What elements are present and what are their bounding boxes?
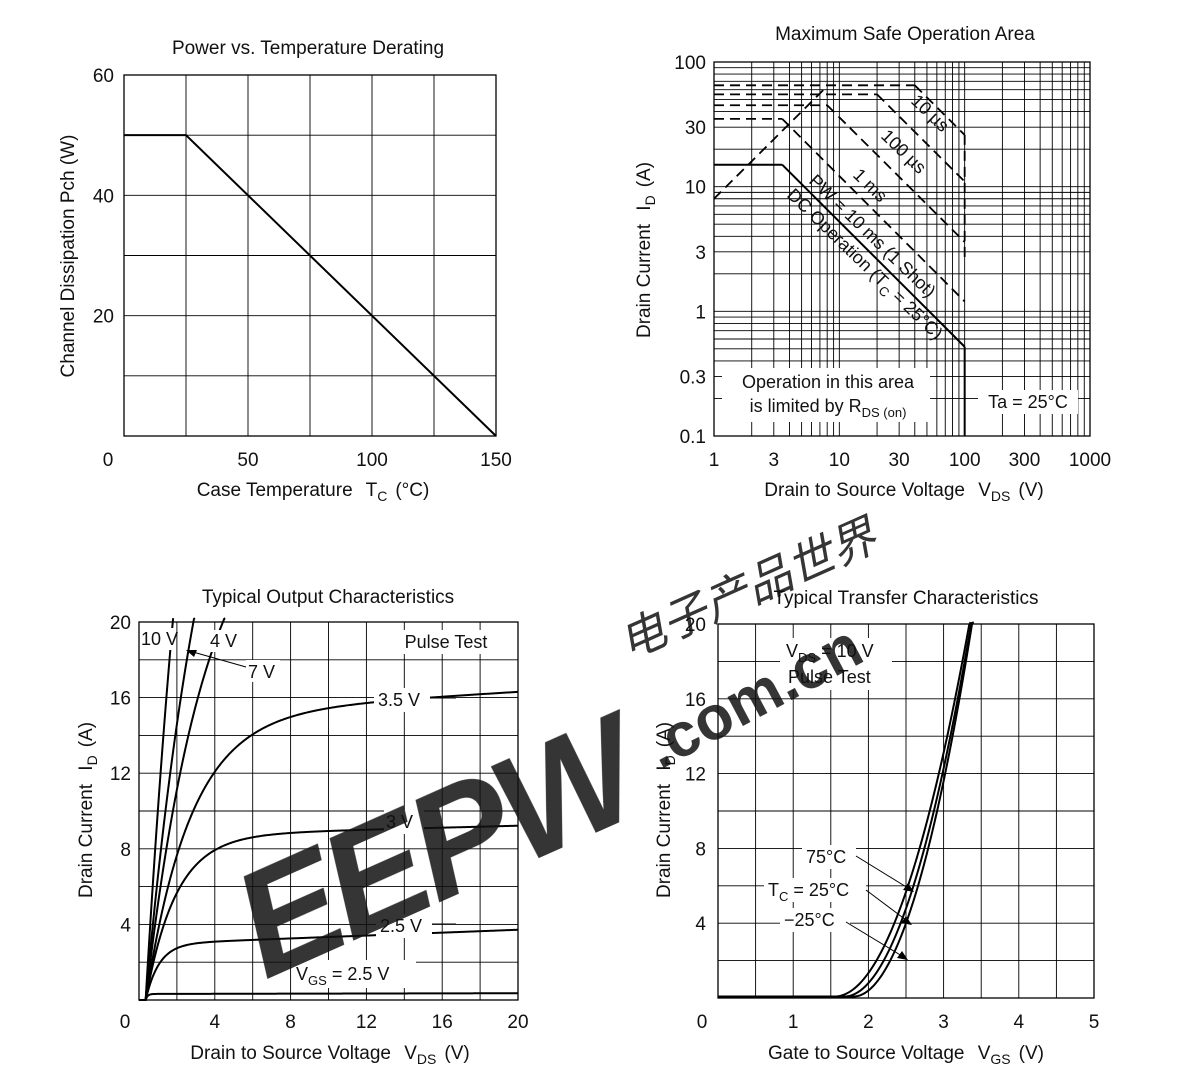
output-curve — [139, 690, 519, 1001]
transfer-ytick: 8 — [695, 839, 706, 860]
transfer-xlabel: Gate to Source Voltage VGS (V) — [768, 1043, 1044, 1067]
derating-xtick: 50 — [237, 450, 258, 471]
soa-title: Maximum Safe Operation Area — [775, 24, 1035, 45]
output-curve — [139, 992, 519, 1001]
output-xlabel: Drain to Source Voltage VDS (V) — [190, 1043, 469, 1067]
transfer-xtick: 3 — [938, 1012, 949, 1033]
output-series-label-3: 3.5 V — [378, 690, 420, 710]
output-vgs-label: VGS = 2.5 V — [296, 964, 389, 988]
soa-ylabel: Drain Current ID(A) — [634, 162, 658, 338]
transfer-vds-cond: VDS = 10 V — [786, 641, 874, 665]
soa-xtick: 300 — [1009, 450, 1041, 471]
output-ytick: 12 — [110, 764, 131, 785]
transfer-title: Typical Transfer Characteristics — [773, 588, 1038, 609]
soa-ta-note: Ta = 25°C — [988, 392, 1068, 412]
transfer-xtick: 0 — [697, 1012, 708, 1033]
transfer-ytick: 12 — [685, 765, 706, 786]
transfer-xtick: 5 — [1089, 1012, 1100, 1033]
soa-boundary-line — [781, 118, 966, 303]
soa-xtick: 100 — [949, 450, 981, 471]
derating-ylabel: Channel Dissipation Pch (W) — [58, 135, 79, 378]
soa-xtick: 3 — [769, 450, 780, 471]
output-ytick: 20 — [110, 613, 131, 634]
output-xtick: 4 — [210, 1012, 221, 1033]
transfer-ytick: 20 — [685, 615, 706, 636]
output-curve — [139, 824, 519, 1001]
transfer-curve — [718, 621, 975, 998]
derating-title: Power vs. Temperature Derating — [172, 38, 444, 59]
output-title: Typical Output Characteristics — [202, 587, 454, 608]
output-pulse-test: Pulse Test — [405, 632, 488, 652]
soa-rds-note-line1: Operation in this area — [742, 372, 915, 392]
output-xtick: 20 — [507, 1012, 528, 1033]
transfer-ylabel: Drain Current ID(A) — [654, 722, 678, 898]
derating-xtick: 150 — [480, 450, 512, 471]
soa-ytick: 0.3 — [680, 368, 706, 389]
output-series-label-1: 7 V — [248, 662, 275, 682]
soa-ytick: 0.1 — [680, 427, 706, 448]
transfer-series-label-0: 75°C — [806, 847, 846, 867]
derating-xlabel: Case Temperature TC (°C) — [197, 480, 430, 504]
soa-xtick: 1 — [709, 450, 720, 471]
output-series-label-0: 10 V — [141, 629, 178, 649]
derating-xtick: 100 — [356, 450, 388, 471]
output-xtick: 16 — [432, 1012, 453, 1033]
output-ytick: 16 — [110, 689, 131, 710]
output-ylabel: Drain Current ID(A) — [76, 722, 100, 898]
soa-boundary-line — [713, 85, 828, 200]
soa-xtick: 30 — [889, 450, 910, 471]
soa-ytick: 10 — [685, 178, 706, 199]
soa-ytick: 1 — [695, 302, 706, 323]
soa-xtick: 1000 — [1069, 450, 1111, 471]
transfer-ytick: 4 — [695, 914, 706, 935]
soa-rds-note-line2: is limited by RDS (on) — [750, 396, 907, 420]
output-xtick: 12 — [356, 1012, 377, 1033]
output-series-label-2: 4 V — [210, 631, 237, 651]
output-chart: Typical Output Characteristics 0 4 8 12 16 20… — [76, 587, 529, 1067]
transfer-xtick: 1 — [788, 1012, 799, 1033]
soa-xlabel: Drain to Source Voltage VDS (V) — [764, 480, 1043, 504]
output-xtick: 8 — [285, 1012, 296, 1033]
soa-ytick: 3 — [695, 243, 706, 264]
transfer-xtick: 4 — [1014, 1012, 1025, 1033]
output-xtick: 0 — [120, 1012, 131, 1033]
transfer-series-label-1: TC = 25°C — [768, 880, 849, 904]
soa-boundary-line — [826, 104, 966, 243]
derating-xtick: 0 — [103, 450, 114, 471]
transfer-ytick: 16 — [685, 690, 706, 711]
transfer-pulse-test: Pulse Test — [788, 667, 871, 687]
output-curve — [139, 928, 519, 1001]
derating-ytick: 40 — [93, 186, 114, 207]
soa-ytick: 100 — [674, 53, 706, 74]
derating-ytick: 60 — [93, 66, 114, 87]
derating-curve — [124, 134, 497, 437]
output-ytick: 8 — [120, 840, 131, 861]
output-curve — [139, 617, 226, 1001]
output-series-label-4: 3 V — [386, 812, 413, 832]
transfer-series-label-2: −25°C — [784, 910, 835, 930]
derating-ytick: 20 — [93, 307, 114, 328]
transfer-chart: Typical Transfer Characteristics 0 1 2 3 4 54… — [654, 588, 1099, 1067]
soa-boundary-line — [914, 84, 966, 136]
soa-xtick: 10 — [829, 450, 850, 471]
transfer-xtick: 2 — [863, 1012, 874, 1033]
output-ytick: 4 — [120, 915, 131, 936]
output-series-label-5: 2.5 V — [380, 916, 422, 936]
soa-ytick: 30 — [685, 118, 706, 139]
derating-chart: Power vs. Temperature Derating 0 50 100 150… — [58, 38, 512, 504]
soa-boundary-line — [781, 164, 966, 348]
soa-boundary-line — [876, 93, 966, 183]
